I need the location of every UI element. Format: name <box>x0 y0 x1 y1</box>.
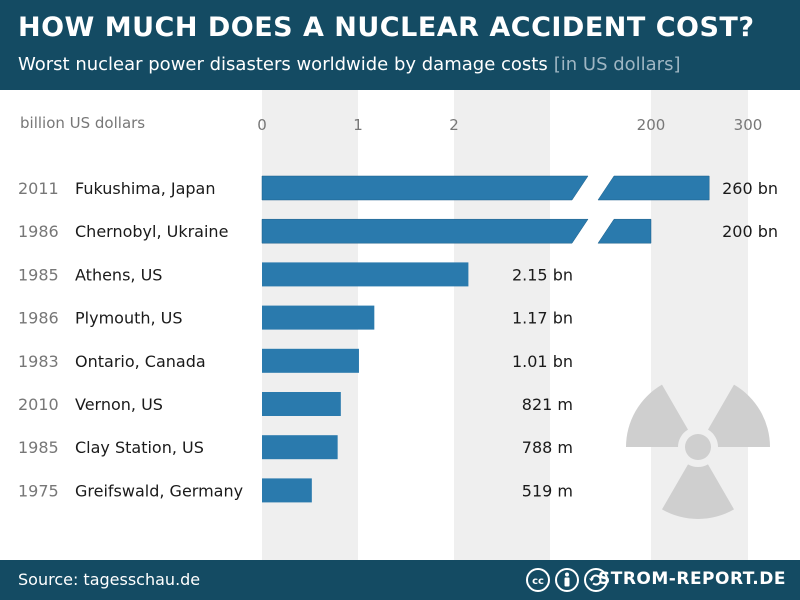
svg-text:cc: cc <box>532 576 544 587</box>
bar <box>262 262 469 287</box>
bar <box>261 175 589 201</box>
tick-label: 1 <box>353 116 363 134</box>
source-text: Source: tagesschau.de <box>18 570 201 589</box>
category-label: Fukushima, Japan <box>75 179 216 198</box>
chart-subtitle: Worst nuclear power disasters worldwide … <box>18 54 680 75</box>
radiation-blade <box>662 464 734 519</box>
bar <box>262 435 338 460</box>
year-label: 1975 <box>18 481 59 500</box>
year-label: 1986 <box>18 309 59 328</box>
bar <box>262 348 359 373</box>
year-label: 2011 <box>18 179 59 198</box>
bar <box>597 218 652 244</box>
category-label: Chernobyl, Ukraine <box>75 222 228 241</box>
radiation-blade <box>708 384 770 447</box>
bar <box>261 218 589 244</box>
tick-label: 300 <box>734 116 763 134</box>
radiation-blade <box>626 384 688 447</box>
category-label: Clay Station, US <box>75 438 204 457</box>
value-label: 519 m <box>522 481 573 500</box>
footer: Source: tagesschau.de cc STROM-REPORT.DE <box>0 560 800 600</box>
subtitle-text: Worst nuclear power disasters worldwide … <box>18 54 548 75</box>
category-label: Greifswald, Germany <box>75 481 243 500</box>
subtitle-unit: [in US dollars] <box>553 54 681 75</box>
bar <box>262 478 312 503</box>
radiation-icon <box>626 384 770 519</box>
category-label: Ontario, Canada <box>75 352 206 371</box>
year-label: 1983 <box>18 352 59 371</box>
year-label: 1985 <box>18 265 59 284</box>
tick-label: 200 <box>637 116 666 134</box>
bar-chart: billion US dollars 0 1 2 200 300 2011 Fukushima… <box>18 90 778 560</box>
bar <box>262 392 341 416</box>
radiation-hub <box>685 434 711 460</box>
year-label: 1985 <box>18 438 59 457</box>
bar <box>262 305 375 330</box>
year-label: 2010 <box>18 395 59 414</box>
tick-label: 2 <box>449 116 459 134</box>
grid-band <box>454 90 550 560</box>
axis-unit-label: billion US dollars <box>20 114 145 132</box>
value-label: 200 bn <box>722 222 778 241</box>
tick-label: 0 <box>257 116 267 134</box>
brand-name: STROM-REPORT.DE <box>598 569 786 589</box>
value-label: 821 m <box>522 395 573 414</box>
value-label: 1.17 bn <box>512 309 573 328</box>
bar <box>597 175 710 201</box>
value-label: 2.15 bn <box>512 265 573 284</box>
value-label: 260 bn <box>722 179 778 198</box>
sa-icon <box>584 568 608 592</box>
category-label: Plymouth, US <box>75 309 183 328</box>
value-label: 1.01 bn <box>512 352 573 371</box>
chart-title: HOW MUCH DOES A NUCLEAR ACCIDENT COST? <box>18 12 755 43</box>
category-label: Vernon, US <box>75 395 163 414</box>
category-label: Athens, US <box>75 265 162 284</box>
header: HOW MUCH DOES A NUCLEAR ACCIDENT COST? W… <box>0 0 800 90</box>
cc-icon: cc <box>526 568 550 592</box>
license-icons: cc <box>526 568 608 592</box>
year-label: 1986 <box>18 222 59 241</box>
value-label: 788 m <box>522 438 573 457</box>
by-icon <box>555 568 579 592</box>
chart-area: billion US dollars 0 1 2 200 300 2011 Fukushima… <box>0 90 800 560</box>
